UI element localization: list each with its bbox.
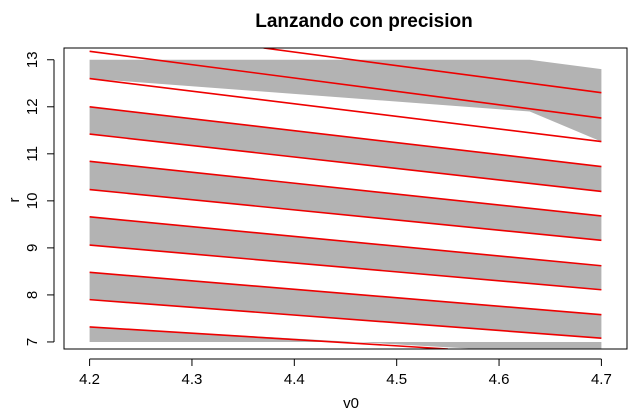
x-tick-label: 4.2 xyxy=(79,371,100,388)
red-line-1 xyxy=(89,326,448,349)
red-line-7 xyxy=(89,160,602,217)
shaded-band-3 xyxy=(89,216,602,290)
y-tick-label: 9 xyxy=(24,244,41,252)
x-tick-label: 4.5 xyxy=(386,371,407,388)
x-axis-label: v0 xyxy=(343,395,359,412)
y-tick-label: 13 xyxy=(24,51,41,68)
red-line-11 xyxy=(89,50,602,119)
red-line-12 xyxy=(263,48,602,94)
chart-title: Lanzando con precision xyxy=(255,11,472,32)
shaded-band-6 xyxy=(89,59,602,142)
red-line-4 xyxy=(89,244,602,291)
red-line-9 xyxy=(89,105,602,168)
shaded-band-4 xyxy=(89,161,602,241)
plot-frame xyxy=(63,47,628,350)
x-tick-label: 4.4 xyxy=(284,371,305,388)
y-tick-label: 11 xyxy=(24,146,41,162)
shaded-band-5 xyxy=(89,106,602,192)
red-line-3 xyxy=(89,271,602,316)
red-line-6 xyxy=(89,188,602,242)
x-tick-label: 4.6 xyxy=(489,371,510,388)
y-tick-label: 12 xyxy=(24,98,41,115)
y-tick-label: 10 xyxy=(24,193,41,210)
shaded-band-2 xyxy=(89,272,602,339)
y-tick-label: 7 xyxy=(24,338,41,346)
red-line-10 xyxy=(89,77,602,143)
plot-area xyxy=(89,48,602,349)
red-line-2 xyxy=(89,298,602,339)
shaded-band-1 xyxy=(89,326,602,349)
x-tick-label: 4.3 xyxy=(182,371,203,388)
y-axis-label: r xyxy=(6,198,23,203)
red-line-8 xyxy=(89,133,602,193)
x-axis: 4.2 4.3 4.4 4.5 4.6 4.7 xyxy=(79,358,612,388)
y-axis: 7 8 9 10 11 12 13 xyxy=(24,51,55,346)
x-tick-label: 4.7 xyxy=(591,371,612,388)
red-line-5 xyxy=(89,216,602,267)
y-tick-label: 8 xyxy=(24,291,41,299)
